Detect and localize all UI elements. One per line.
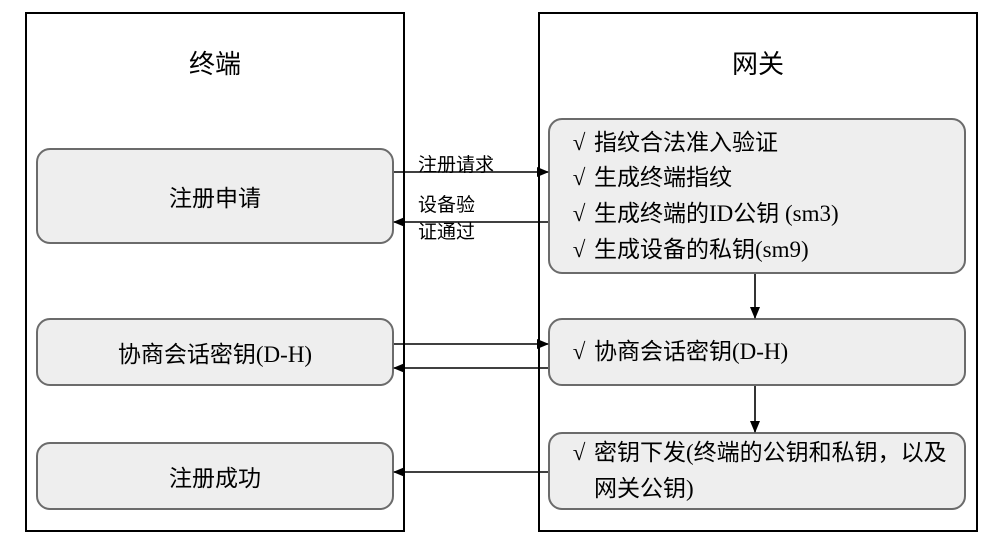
check-line: √生成设备的私钥(sm9): [564, 232, 950, 268]
check-line-text: 密钥下发(终端的公钥和私钥，以及网关公钥): [594, 435, 950, 506]
left-column-title: 终端: [27, 14, 403, 81]
check-icon: √: [564, 435, 594, 471]
check-icon: √: [564, 232, 594, 268]
box-register-apply: 注册申请: [36, 148, 394, 244]
arrow-label-verified: 设备验 证通过: [418, 190, 475, 244]
box-register-success: 注册成功: [36, 442, 394, 510]
check-line-text: 生成终端的ID公钥 (sm3): [594, 196, 839, 232]
check-icon: √: [564, 196, 594, 232]
right-column-title: 网关: [540, 14, 976, 81]
check-line-text: 协商会话密钥(D-H): [594, 334, 788, 370]
check-line: √生成终端的ID公钥 (sm3): [564, 196, 950, 232]
check-line-text: 指纹合法准入验证: [594, 125, 778, 161]
check-line-text: 生成终端指纹: [594, 160, 732, 196]
box-verify: √指纹合法准入验证√生成终端指纹√生成终端的ID公钥 (sm3)√生成设备的私钥…: [548, 118, 966, 274]
arrow-label-request: 注册请求: [418, 150, 494, 177]
box-negotiate-left: 协商会话密钥(D-H): [36, 318, 394, 386]
check-line: √协商会话密钥(D-H): [564, 334, 950, 370]
check-icon: √: [564, 125, 594, 161]
check-line: √生成终端指纹: [564, 160, 950, 196]
check-line-text: 生成设备的私钥(sm9): [594, 232, 809, 268]
check-icon: √: [564, 160, 594, 196]
box-key-deliver: √ 密钥下发(终端的公钥和私钥，以及网关公钥): [548, 432, 966, 510]
check-line: √ 密钥下发(终端的公钥和私钥，以及网关公钥): [564, 435, 950, 506]
box-negotiate-left-text: 协商会话密钥(D-H): [118, 335, 312, 369]
box-register-success-text: 注册成功: [169, 459, 261, 493]
check-line: √指纹合法准入验证: [564, 125, 950, 161]
check-icon: √: [564, 334, 594, 370]
box-register-apply-text: 注册申请: [169, 179, 261, 213]
diagram-root: 终端 网关 注册申请 协商会话密钥(D-H) 注册成功 √指纹合法准入验证√生成…: [0, 0, 1000, 548]
box-negotiate-right: √协商会话密钥(D-H): [548, 318, 966, 386]
